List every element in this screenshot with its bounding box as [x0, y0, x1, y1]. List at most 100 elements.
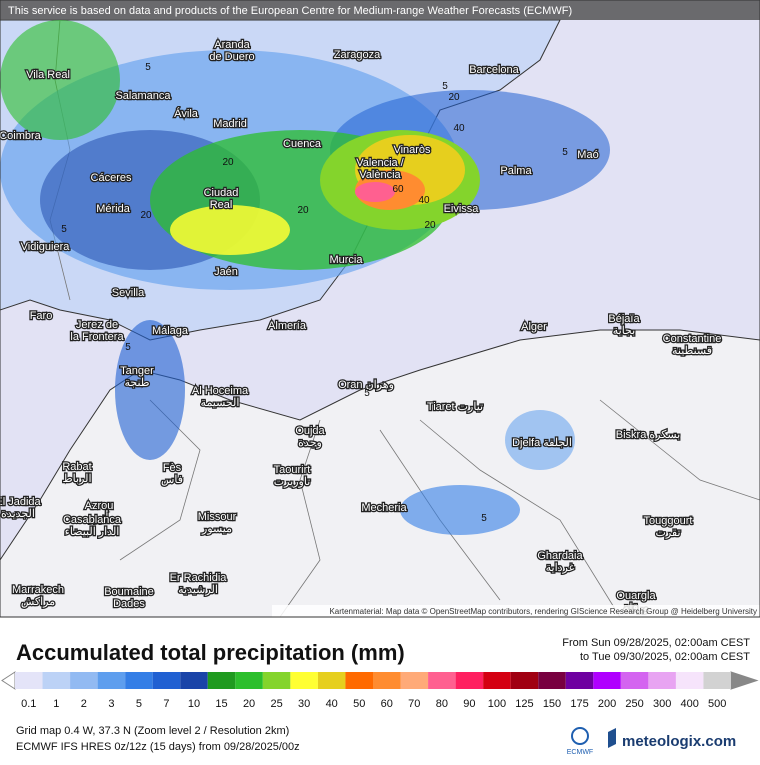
footer-line: ECMWF IFS HRES 0z/12z (15 days) from 09/…	[16, 741, 300, 753]
legend-label: 50	[353, 698, 365, 710]
legend-label: 20	[243, 698, 255, 710]
city-name: Aranda	[214, 39, 250, 51]
city-name: Azrou	[85, 500, 114, 512]
city-name: Oran وهران	[338, 379, 394, 391]
legend-label: 10	[188, 698, 200, 710]
ecmwf-text: ECMWF	[567, 749, 593, 756]
footer-line: Grid map 0.4 W, 37.3 N (Zoom level 2 / R…	[16, 725, 289, 737]
city-name: Ávila	[174, 107, 199, 120]
city-name: Constantine	[663, 333, 722, 345]
legend-swatch	[455, 672, 484, 689]
city-name: Madrid	[213, 118, 247, 130]
city-name: Ouargla	[616, 590, 656, 602]
legend-label: 5	[136, 698, 142, 710]
city-name-2: فاس	[161, 474, 183, 486]
city-name: Biskra بسكرة	[616, 429, 680, 441]
contour-label: 40	[453, 123, 465, 134]
contour-label: 20	[140, 210, 152, 221]
legend-label: 100	[488, 698, 506, 710]
legend-swatch	[538, 672, 566, 689]
legend: 0.1 1 2 3 5 7 10 15 20 25 30 40 50 60 70 80 90 100 125 150 1…	[1, 671, 759, 710]
city-name: Er Rachidia	[170, 572, 228, 584]
legend-label: 80	[436, 698, 448, 710]
city-name-2: تقرت	[655, 527, 680, 539]
legend-label: 25	[270, 698, 282, 710]
legend-label: 125	[515, 698, 533, 710]
city-name-2: ميسور	[201, 523, 232, 535]
city-name-2: la Frontera	[70, 331, 124, 343]
city-name-2: الجديدة	[1, 508, 35, 520]
city-name: El Jadida	[0, 496, 42, 508]
contour-label: 20	[448, 92, 460, 103]
contour-label: 5	[481, 513, 487, 524]
city-name: Almería	[268, 320, 307, 332]
legend-swatch	[593, 672, 621, 689]
city-name: Béjaïa	[608, 313, 640, 325]
city-name-2: de Duero	[209, 51, 254, 63]
city-name-2: مراكش	[21, 596, 55, 608]
city-name: Palma	[500, 165, 532, 177]
contour-label: 5	[562, 147, 568, 158]
legend-label: 200	[598, 698, 616, 710]
city-name: Murcia	[329, 254, 363, 266]
period-to: to Tue 09/30/2025, 02:00am CEST	[580, 651, 750, 663]
city-name: Zaragoza	[334, 49, 381, 61]
legend-label: 30	[298, 698, 310, 710]
city-name-2: الرباط	[62, 473, 91, 485]
banner: This service is based on data and produc…	[8, 5, 572, 17]
contour-label: 5	[61, 224, 67, 235]
city-name: Taourirt	[274, 464, 311, 476]
contour-label: 40	[418, 195, 430, 206]
city-name-2: الحسيمة	[201, 397, 240, 409]
city-name: Málaga	[152, 325, 189, 337]
legend-label: 175	[570, 698, 588, 710]
city-name-2: الرشيدية	[178, 584, 218, 596]
legend-label: 2	[81, 698, 87, 710]
legend-arrow-left	[1, 671, 16, 690]
legend-swatch	[483, 672, 511, 689]
legend-swatch	[675, 672, 704, 689]
legend-label: 7	[163, 698, 169, 710]
city-name: Al Hoceima	[192, 385, 249, 397]
legend-swatch	[180, 672, 208, 689]
contour-label: 20	[424, 220, 436, 231]
legend-label: 15	[215, 698, 227, 710]
city-name-2: Real	[210, 199, 233, 211]
legend-label: 60	[381, 698, 393, 710]
legend-label: 400	[681, 698, 699, 710]
legend-label: 1	[53, 698, 59, 710]
legend-swatch	[373, 672, 401, 689]
city-name: Tanger	[120, 365, 154, 377]
city-name-2: تاوريرت	[274, 476, 311, 488]
city-name: Vidiguiera	[21, 241, 71, 253]
map-frame	[0, 0, 760, 618]
contour-label: 20	[222, 157, 234, 168]
city-name: Sevilla	[112, 287, 145, 299]
legend-arrow-right	[730, 671, 759, 690]
city-name: Oujda	[295, 425, 325, 437]
legend-label: 3	[108, 698, 114, 710]
legend-swatch	[703, 672, 731, 689]
legend-label: 300	[653, 698, 671, 710]
north-africa	[0, 329, 760, 618]
ecmwf-logo: ECMWF	[567, 727, 593, 756]
contour-label: 20	[297, 205, 309, 216]
period-from: From Sun 09/28/2025, 02:00am CEST	[562, 637, 750, 649]
contour-label: 5	[145, 62, 151, 73]
legend-swatch	[648, 672, 676, 689]
legend-label: 40	[326, 698, 338, 710]
city-name: Salamanca	[115, 90, 171, 102]
legend-swatch	[317, 672, 346, 689]
city-name-2: الدار البيضاء	[65, 526, 120, 538]
city-name-2: قسنطينة	[672, 345, 712, 357]
ecmwf-icon	[571, 727, 589, 745]
legend-swatch	[70, 672, 98, 689]
map: This service is based on data and produc…	[0, 0, 760, 618]
city-name: Ciudad	[204, 187, 239, 199]
city-name-2: غرداية	[546, 562, 575, 574]
city-name: Ghardaia	[537, 550, 583, 562]
legend-swatch	[290, 672, 318, 689]
city-name: Boumaine	[104, 586, 154, 598]
